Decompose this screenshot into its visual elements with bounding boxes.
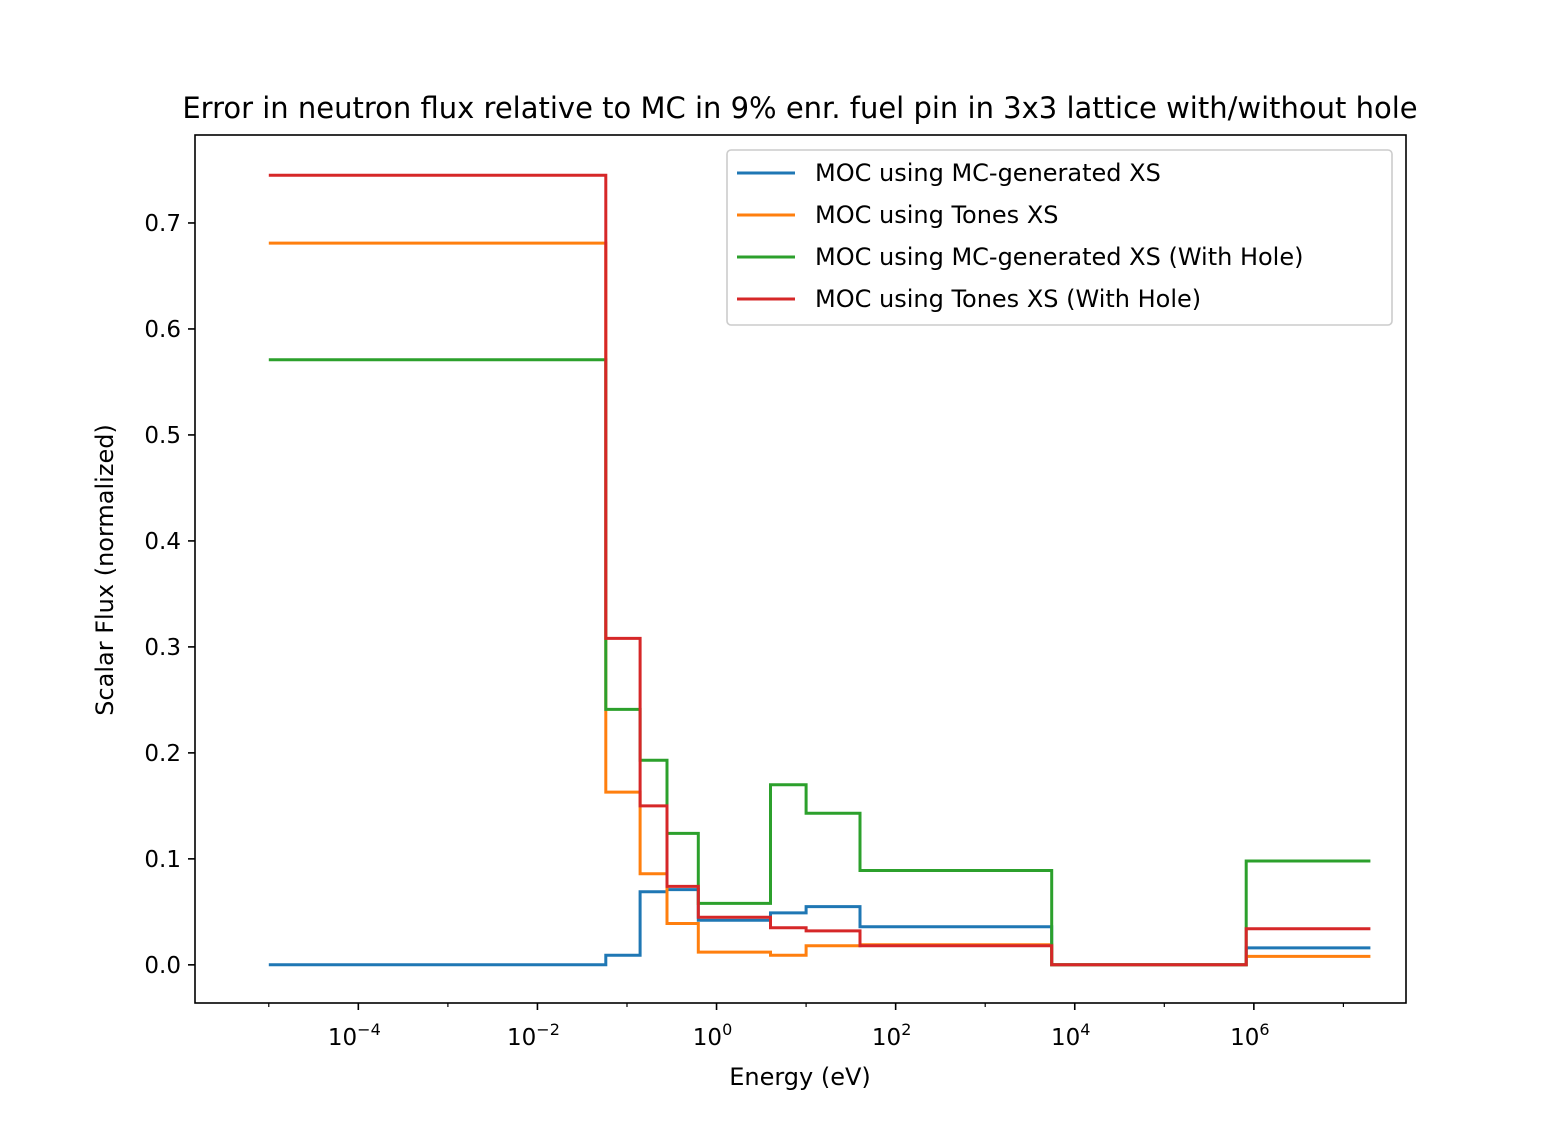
legend-label-4: MOC using Tones XS (With Hole) (815, 285, 1201, 313)
chart-title: Error in neutron flux relative to MC in … (182, 91, 1417, 125)
plot-series (268, 173, 1371, 967)
y-tick-label: 0.7 (144, 211, 181, 237)
legend-box (726, 149, 1393, 326)
y-tick-label: 0.6 (144, 317, 181, 343)
legend: MOC using MC-generated XS MOC using Tones… (726, 149, 1393, 326)
x-tick-label: 10−2 (507, 1020, 560, 1051)
y-tick-label: 0.4 (144, 529, 181, 555)
x-tick-label: 106 (1230, 1020, 1269, 1051)
x-axis-label: Energy (eV) (729, 1063, 871, 1091)
y-tick-label: 0.0 (144, 953, 181, 979)
y-tick-label: 0.3 (144, 635, 181, 661)
series-line-4 (268, 173, 1371, 967)
plot-frame (194, 134, 1407, 1004)
x-axis-ticks: 10−4 10−2 100 102 104 106 (268, 1003, 1345, 1051)
x-tick-label: 10−4 (328, 1020, 381, 1051)
y-tick-label: 0.1 (144, 847, 181, 873)
x-tick-label: 102 (872, 1020, 911, 1051)
y-axis-label: Scalar Flux (normalized) (91, 424, 119, 716)
legend-label-2: MOC using Tones XS (815, 201, 1059, 229)
x-tick-label: 104 (1051, 1020, 1090, 1051)
y-axis-ticks: 0.0 0.1 0.2 0.3 0.4 0.5 0.6 0.7 (144, 211, 195, 979)
legend-label-1: MOC using MC-generated XS (815, 159, 1161, 187)
x-tick-label: 100 (693, 1020, 732, 1051)
legend-label-3: MOC using MC-generated XS (With Hole) (815, 243, 1303, 271)
y-tick-label: 0.5 (144, 423, 181, 449)
y-tick-label: 0.2 (144, 741, 181, 767)
